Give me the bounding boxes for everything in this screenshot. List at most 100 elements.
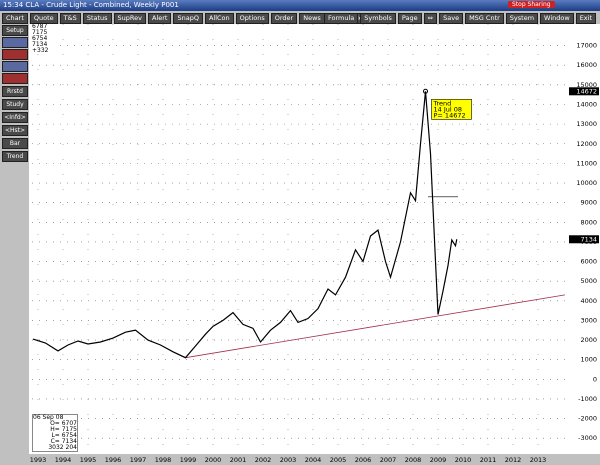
toolbar-button[interactable]: SupRev <box>113 13 146 24</box>
y-tick-label: 9000 <box>580 199 597 207</box>
toolbar-right: Formula Symbols Page ⇔ Save MSG Cntr System Win… <box>324 13 598 24</box>
y-tick-label: 0 <box>593 375 597 383</box>
toolbar-button[interactable]: Formula <box>324 13 359 24</box>
annotation-text: Trend <box>433 99 452 107</box>
x-tick-label: 2001 <box>230 456 247 464</box>
y-tick-label: -1000 <box>578 395 597 403</box>
x-axis-strip <box>29 454 600 465</box>
y-tick-label: 2000 <box>580 336 597 344</box>
info-line: 6754 <box>32 35 48 42</box>
info-top: 6787 7175 6754 7134 +332 <box>32 24 58 54</box>
info-line: H= 7175 <box>50 426 77 433</box>
x-tick-label: 2009 <box>430 456 447 464</box>
y-tick-label: -2000 <box>578 415 597 423</box>
y-tick-label: 11000 <box>576 159 597 167</box>
toolbar-button[interactable]: Save <box>439 13 464 24</box>
toolbar-button[interactable]: Options <box>235 13 269 24</box>
sidebar-button[interactable]: Rrstd <box>2 86 28 97</box>
trend-line <box>185 294 566 359</box>
y-tick-label: 6000 <box>580 258 597 266</box>
price-tag-label: 7134 <box>580 235 597 243</box>
toolbar-button[interactable]: Alert <box>147 13 172 24</box>
toolbar-button[interactable]: MSG Cntr <box>465 13 504 24</box>
sidebar-button[interactable]: Bar <box>2 138 28 149</box>
info-line: C= 7134 <box>50 438 77 445</box>
chart: -3000 -2000 -1000 0 1000 2000 3000 4000 5000 6000… <box>29 24 600 465</box>
x-tick-label: 2002 <box>255 456 272 464</box>
x-tick-label: 1996 <box>105 456 122 464</box>
y-tick-label: 12000 <box>576 140 597 148</box>
info-line: 6787 <box>32 23 48 30</box>
toolbar-button[interactable]: ⇔ <box>423 13 438 24</box>
toolbar-button[interactable]: Order <box>270 13 298 24</box>
x-tick-label: 1998 <box>155 456 172 464</box>
toolbar-button[interactable]: News <box>299 13 325 24</box>
x-tick-label: 2013 <box>530 456 547 464</box>
toolbar-button[interactable]: Status <box>82 13 112 24</box>
setup-button[interactable]: Setup <box>2 25 28 36</box>
info-bottom: 06 Sep 08 O= 6707 H= 7175 L= 6754 C= 7134 303… <box>32 414 78 452</box>
x-tick-label: 2011 <box>480 456 497 464</box>
x-tick-label: 1997 <box>130 456 147 464</box>
x-tick-label: 2003 <box>280 456 297 464</box>
window-title: 15:34 CLA - Crude Light - Combined, Week… <box>3 1 179 9</box>
x-tick-label: 2000 <box>205 456 222 464</box>
annotation-box <box>431 98 472 120</box>
toolbar-left: Chart Quote T&S Status SupRev Alert SnapQ AllCo… <box>2 13 375 24</box>
x-tick-label: 2010 <box>455 456 472 464</box>
y-tick-label: -3000 <box>578 434 597 442</box>
info-line: 06 Sep 08 <box>33 414 64 421</box>
info-line: 7134 <box>32 41 48 48</box>
sidebar-button[interactable]: <Hst> <box>2 125 28 136</box>
sidebar-button[interactable]: Trend <box>2 151 28 162</box>
info-line: 3032 204 <box>48 444 77 451</box>
sidebar-button[interactable]: Study <box>2 99 28 110</box>
toolbar-button[interactable]: Symbols <box>360 13 396 24</box>
x-tick-label: 2006 <box>355 456 372 464</box>
toolbar-button[interactable]: T&S <box>59 13 81 24</box>
icon-button[interactable] <box>2 61 28 72</box>
y-tick-label: 5000 <box>580 277 597 285</box>
toolbar-button[interactable]: Exit <box>575 13 596 24</box>
y-tick-label: 13000 <box>576 120 597 128</box>
toolbar-button[interactable]: System <box>505 13 539 24</box>
toolbar-button[interactable]: Page <box>397 13 422 24</box>
sidebar: Setup Rrstd Study <Infd> <Hst> Bar Trend <box>0 24 29 465</box>
plot-background <box>29 24 600 465</box>
price-line <box>32 91 458 359</box>
x-tick-label: 2012 <box>505 456 522 464</box>
y-tick-label: 3000 <box>580 316 597 324</box>
toolbar-button[interactable]: Window <box>540 13 574 24</box>
title-bar: 15:34 CLA - Crude Light - Combined, Week… <box>0 0 600 11</box>
icon-button[interactable] <box>2 37 28 48</box>
info-line: +332 <box>32 47 49 54</box>
y-tick-label: 15000 <box>576 81 597 89</box>
toolbar-button[interactable]: SnapQ <box>173 13 203 24</box>
info-line: O= 6707 <box>50 420 77 427</box>
y-tick-label: 14000 <box>576 100 597 108</box>
annotation-text: 14 Jul 08 <box>434 105 463 113</box>
annotation-point <box>423 88 428 94</box>
x-tick-label: 1999 <box>180 456 197 464</box>
x-tick-label: 2008 <box>405 456 422 464</box>
y-tick-label: 10000 <box>576 179 597 187</box>
annotation-text: P= 14672 <box>434 111 466 119</box>
icon-button[interactable] <box>2 49 28 60</box>
sidebar-button[interactable]: <Infd> <box>2 112 28 123</box>
toolbar-button[interactable]: Quote <box>29 13 58 24</box>
info-line: 7175 <box>32 29 48 36</box>
x-tick-label: 2005 <box>330 456 347 464</box>
share-button[interactable]: Stop Sharing <box>508 1 555 8</box>
toolbar-button[interactable]: Chart <box>2 13 28 24</box>
info-line: L= 6754 <box>51 432 77 439</box>
y-tick-label: 17000 <box>576 42 597 50</box>
price-tag <box>569 235 599 244</box>
icon-button[interactable] <box>2 73 28 84</box>
toolbar-button[interactable]: AllCon <box>204 13 234 24</box>
y-tick-label: 1000 <box>580 356 597 364</box>
x-tick-label: 1995 <box>80 456 97 464</box>
x-tick-label: 1993 <box>30 456 47 464</box>
x-tick-label: 2007 <box>380 456 397 464</box>
price-tag-label: 14672 <box>576 87 597 95</box>
